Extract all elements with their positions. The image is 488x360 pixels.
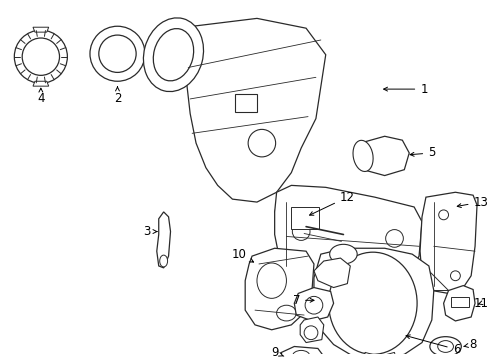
- Text: 11: 11: [472, 297, 488, 310]
- Ellipse shape: [14, 30, 67, 83]
- Polygon shape: [364, 352, 396, 360]
- Ellipse shape: [160, 255, 167, 267]
- Ellipse shape: [276, 305, 296, 321]
- Text: 2: 2: [114, 87, 121, 105]
- Polygon shape: [244, 248, 313, 330]
- Polygon shape: [33, 81, 49, 86]
- Ellipse shape: [22, 38, 60, 75]
- Ellipse shape: [292, 350, 309, 360]
- Text: 6: 6: [405, 335, 459, 356]
- Ellipse shape: [143, 18, 203, 91]
- Text: 1: 1: [383, 82, 427, 96]
- Ellipse shape: [90, 26, 144, 81]
- Ellipse shape: [429, 337, 460, 356]
- Polygon shape: [419, 192, 476, 293]
- Ellipse shape: [437, 341, 452, 352]
- Ellipse shape: [352, 140, 372, 171]
- Bar: [291, 207, 318, 229]
- Text: 12: 12: [309, 191, 354, 215]
- Text: 8: 8: [463, 338, 476, 351]
- Text: 13: 13: [456, 195, 488, 208]
- Polygon shape: [294, 288, 333, 321]
- Ellipse shape: [329, 244, 356, 264]
- Polygon shape: [281, 346, 323, 360]
- Polygon shape: [354, 136, 408, 176]
- Text: 3: 3: [143, 225, 157, 238]
- Text: 4: 4: [37, 88, 44, 105]
- Text: 9: 9: [270, 346, 283, 359]
- Polygon shape: [300, 317, 323, 343]
- Polygon shape: [274, 185, 421, 276]
- Ellipse shape: [153, 28, 193, 81]
- Ellipse shape: [449, 271, 459, 281]
- Ellipse shape: [328, 252, 416, 354]
- Polygon shape: [313, 258, 349, 288]
- Text: 10: 10: [231, 248, 253, 262]
- Polygon shape: [33, 27, 49, 32]
- Ellipse shape: [247, 129, 275, 157]
- Bar: [235, 94, 257, 112]
- Polygon shape: [443, 285, 474, 321]
- Text: 7: 7: [292, 294, 313, 307]
- Ellipse shape: [438, 210, 447, 220]
- Ellipse shape: [385, 230, 403, 247]
- Ellipse shape: [305, 296, 322, 314]
- Text: 5: 5: [409, 147, 435, 159]
- Ellipse shape: [292, 223, 309, 240]
- Polygon shape: [157, 212, 170, 268]
- Polygon shape: [274, 192, 340, 251]
- Bar: [450, 297, 468, 307]
- Ellipse shape: [304, 326, 317, 339]
- Polygon shape: [313, 248, 433, 359]
- Ellipse shape: [99, 35, 136, 72]
- Polygon shape: [161, 18, 325, 202]
- Polygon shape: [428, 271, 447, 291]
- Ellipse shape: [257, 263, 286, 298]
